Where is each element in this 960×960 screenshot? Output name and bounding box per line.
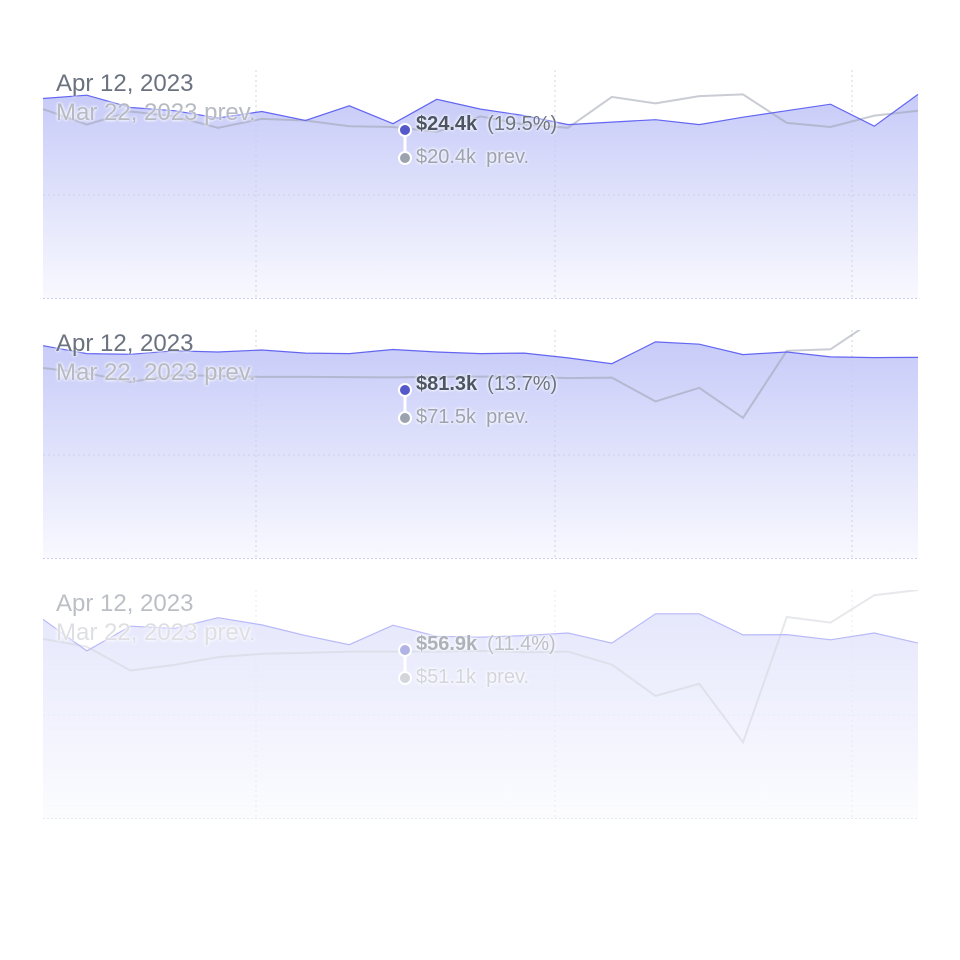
hover-marker-current (398, 123, 412, 137)
current-series-area (43, 94, 918, 299)
hover-marker-current (398, 643, 412, 657)
comparison-chart-1[interactable]: Apr 12, 2023 Mar 22, 2023 prev. $24.4k (19.… (0, 70, 960, 330)
tooltip-previous-suffix: prev. (486, 146, 530, 168)
tooltip-previous-value: $20.4k (416, 146, 477, 168)
tooltip-change-percent: (11.4%) (487, 633, 556, 655)
chart-svg (42, 590, 919, 819)
chart-svg (42, 70, 919, 299)
tooltip-current-value: $24.4k (416, 113, 478, 135)
hover-previous-date: Mar 22, 2023 prev. (56, 99, 256, 126)
tooltip-previous-suffix: prev. (486, 406, 530, 428)
tooltip-previous: $51.1k prev. (416, 665, 529, 689)
tooltip-previous-suffix: prev. (486, 666, 530, 688)
comparison-chart-3[interactable]: Apr 12, 2023 Mar 22, 2023 prev. $56.9k (11.… (0, 590, 960, 850)
hover-marker-previous (398, 151, 412, 165)
comparison-chart-2[interactable]: Apr 12, 2023 Mar 22, 2023 prev. $81.3k (13.… (0, 330, 960, 590)
hover-date: Apr 12, 2023 (56, 330, 194, 357)
tooltip-current-value: $56.9k (416, 633, 478, 655)
hover-previous-date: Mar 22, 2023 prev. (56, 359, 256, 386)
previous-series-line (42, 330, 862, 420)
hover-marker-previous (398, 671, 412, 685)
current-series-area (43, 341, 918, 558)
current-series-line (42, 613, 919, 652)
hover-marker-current (398, 383, 412, 397)
tooltip-current: $81.3k (13.7%) (416, 372, 557, 396)
current-series-line (42, 93, 919, 127)
tooltip-previous-value: $51.1k (416, 666, 477, 688)
tooltip-current: $24.4k (19.5%) (416, 112, 557, 136)
hover-previous-date: Mar 22, 2023 prev. (56, 619, 256, 646)
tooltip-change-percent: (19.5%) (487, 113, 558, 135)
tooltip-change-percent: (13.7%) (487, 373, 558, 395)
tooltip-previous-value: $71.5k (416, 406, 477, 428)
tooltip-current-value: $81.3k (416, 373, 478, 395)
current-series-line (42, 341, 919, 365)
tooltip-previous: $20.4k prev. (416, 145, 529, 169)
current-series-area (43, 613, 918, 818)
tooltip-previous: $71.5k prev. (416, 405, 529, 429)
hover-date: Apr 12, 2023 (56, 70, 194, 97)
hover-date: Apr 12, 2023 (56, 590, 194, 617)
chart-svg (42, 330, 919, 559)
previous-series-line (42, 590, 919, 745)
hover-marker-previous (398, 411, 412, 425)
tooltip-current: $56.9k (11.4%) (416, 632, 556, 656)
